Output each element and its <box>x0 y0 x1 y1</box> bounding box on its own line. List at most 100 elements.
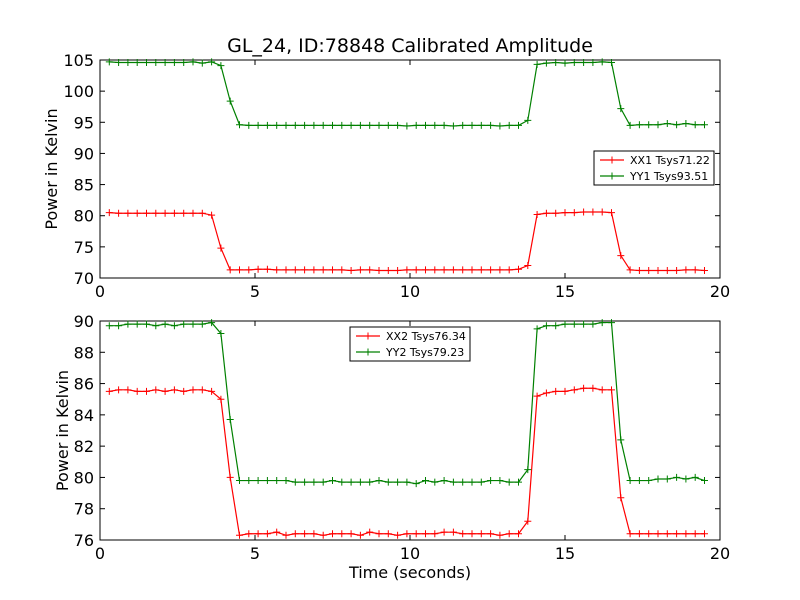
data-point <box>645 530 653 538</box>
data-point <box>552 209 560 217</box>
data-point <box>580 320 588 328</box>
data-point <box>180 320 188 328</box>
data-point <box>170 58 178 66</box>
data-point <box>236 266 243 274</box>
data-point <box>245 121 253 129</box>
data-point <box>338 121 346 129</box>
x-tick-label: 0 <box>95 544 105 563</box>
data-point <box>198 386 206 394</box>
data-point <box>570 386 578 394</box>
series-1 <box>105 384 708 539</box>
data-point <box>319 266 327 274</box>
data-point <box>552 58 560 66</box>
y-tick-label: 86 <box>74 375 94 394</box>
data-point <box>124 209 132 217</box>
subplot-2: 0 5 10 15 20 76 78 80 82 84 86 88 90 Power in Kelvin T… <box>53 312 730 582</box>
data-point <box>254 265 262 273</box>
data-point <box>496 122 504 130</box>
data-point <box>561 209 569 217</box>
y-axis-label: Power in Kelvin <box>53 370 72 491</box>
data-point <box>533 60 541 68</box>
data-point <box>645 477 653 485</box>
data-point <box>580 58 588 66</box>
data-point <box>310 530 318 538</box>
data-point <box>431 478 439 486</box>
data-point <box>487 121 495 129</box>
data-point <box>626 121 634 129</box>
series-line <box>109 387 705 536</box>
data-point <box>533 392 541 400</box>
data-point <box>515 265 522 273</box>
data-point <box>226 97 234 105</box>
y-tick-label: 90 <box>74 312 94 331</box>
data-point <box>161 387 169 395</box>
legend-marker <box>364 332 372 340</box>
data-point <box>645 121 653 129</box>
data-point <box>459 266 467 274</box>
y-axis-label: Power in Kelvin <box>42 108 61 229</box>
data-point <box>477 530 485 538</box>
data-point <box>422 121 429 129</box>
data-point <box>533 325 541 333</box>
data-point <box>673 473 681 481</box>
x-tick-label: 15 <box>555 282 575 301</box>
data-point <box>170 386 178 394</box>
data-point <box>180 58 188 66</box>
data-point <box>691 473 699 481</box>
data-point <box>524 262 532 270</box>
data-point <box>403 478 411 486</box>
data-point <box>663 120 671 128</box>
data-point <box>449 478 457 486</box>
data-point <box>208 211 216 219</box>
data-point <box>561 59 569 67</box>
y-tick-label: 84 <box>74 406 94 425</box>
y-tick-label: 76 <box>74 531 94 550</box>
x-tick-label: 10 <box>400 282 420 301</box>
x-tick-label: 5 <box>250 282 260 301</box>
legend-label: YY2 Tsys79.23 <box>385 346 464 359</box>
data-point <box>263 265 271 273</box>
data-point <box>682 530 690 538</box>
data-point <box>366 478 374 486</box>
data-point <box>273 121 281 129</box>
data-point <box>384 121 392 129</box>
data-point <box>524 466 532 474</box>
data-point <box>356 266 364 274</box>
data-point <box>617 105 625 113</box>
data-point <box>487 530 495 538</box>
data-point <box>356 531 364 539</box>
data-point <box>170 322 178 330</box>
legend-box <box>593 150 715 186</box>
data-point <box>691 530 699 538</box>
data-point <box>115 58 123 66</box>
data-point <box>338 530 346 538</box>
data-point <box>198 59 206 67</box>
data-point <box>105 209 113 217</box>
data-point <box>356 121 364 129</box>
data-point <box>291 121 299 129</box>
data-point <box>291 266 299 274</box>
data-point <box>496 266 504 274</box>
data-point <box>524 116 532 124</box>
data-point <box>468 530 476 538</box>
data-point <box>626 266 634 274</box>
data-point <box>505 266 513 274</box>
data-point <box>143 58 150 66</box>
data-point <box>403 122 411 130</box>
data-point <box>375 121 383 129</box>
data-point <box>161 209 169 217</box>
data-point <box>208 58 216 66</box>
data-point <box>329 121 336 129</box>
data-point <box>310 121 318 129</box>
data-point <box>366 121 374 129</box>
data-point <box>282 531 290 539</box>
data-point <box>505 530 513 538</box>
series-2 <box>105 319 708 488</box>
subplot-1: 0 5 10 15 20 70 75 80 85 90 95 100 105 GL_24, ID:7884… <box>42 35 730 301</box>
data-point <box>208 319 216 327</box>
data-point <box>115 386 123 394</box>
data-point <box>412 121 420 129</box>
data-point <box>143 387 150 395</box>
data-point <box>635 477 643 485</box>
data-point <box>282 477 290 485</box>
